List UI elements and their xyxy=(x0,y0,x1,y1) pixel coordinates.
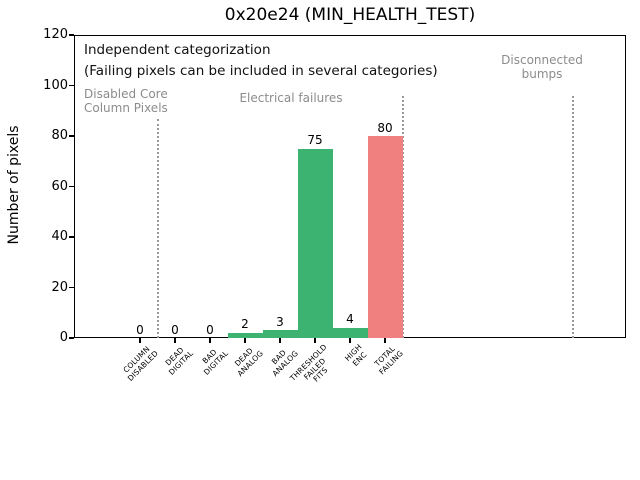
bar-value-label: 0 xyxy=(171,322,179,337)
bar-value-label: 0 xyxy=(206,322,214,337)
x-tick-mark xyxy=(244,338,246,343)
category-separator-line xyxy=(571,96,574,338)
bar-dead-analog xyxy=(227,332,263,338)
category-separator-line xyxy=(401,96,404,338)
y-tick-mark xyxy=(69,236,74,238)
x-tick-mark xyxy=(349,338,351,343)
bar-value-label: 0 xyxy=(136,322,144,337)
bar-value-label: 3 xyxy=(276,314,284,329)
bar-high-enc xyxy=(332,327,368,338)
y-tick-mark xyxy=(69,84,74,87)
y-tick-label: 20 xyxy=(51,279,68,295)
x-tick-mark xyxy=(384,338,386,343)
region-label-electrical-failures: Electrical failures xyxy=(239,91,343,105)
annotation-independent-categorization: Independent categorization xyxy=(84,42,271,58)
bar-bad-analog xyxy=(262,330,298,338)
y-tick-label: 80 xyxy=(51,128,68,143)
x-tick-label-text: TOTAL FAILING xyxy=(372,344,405,377)
x-tick-mark xyxy=(139,338,141,343)
y-axis-label: Number of pixels xyxy=(6,125,22,245)
region-label-disabled-core-column-pixels: Disabled Core Column Pixels xyxy=(84,87,168,115)
y-tick-label: 120 xyxy=(43,27,68,42)
y-tick-mark xyxy=(69,286,74,289)
x-tick-mark xyxy=(174,338,176,343)
bar-total-failing xyxy=(367,136,403,338)
y-tick-mark xyxy=(69,185,74,188)
y-tick-label: 40 xyxy=(51,229,68,244)
bar-value-label: 2 xyxy=(241,317,249,332)
plot-area xyxy=(74,35,626,338)
x-tick-mark xyxy=(209,338,211,343)
chart-title: 0x20e24 (MIN_HEALTH_TEST) xyxy=(224,5,476,25)
x-tick-mark xyxy=(314,338,316,343)
x-tick-label-text: HIGH ENC xyxy=(343,342,369,368)
bar-value-label: 75 xyxy=(307,133,323,148)
y-tick-label: 100 xyxy=(43,77,68,93)
bar-value-label: 4 xyxy=(346,312,354,327)
category-separator-line xyxy=(156,119,159,338)
bar-value-label: 80 xyxy=(377,120,393,135)
y-tick-label: 0 xyxy=(59,330,68,345)
annotation-failing-pixels-note: (Failing pixels can be included in sever… xyxy=(84,63,438,79)
y-tick-mark xyxy=(69,34,74,36)
y-tick-mark xyxy=(69,135,74,137)
x-tick-mark xyxy=(279,338,281,343)
bar-threshold-failed-fits xyxy=(297,148,333,338)
region-label-disconnected-bumps: Disconnected bumps xyxy=(501,53,583,81)
y-tick-label: 60 xyxy=(51,178,68,194)
y-tick-mark xyxy=(69,337,74,339)
